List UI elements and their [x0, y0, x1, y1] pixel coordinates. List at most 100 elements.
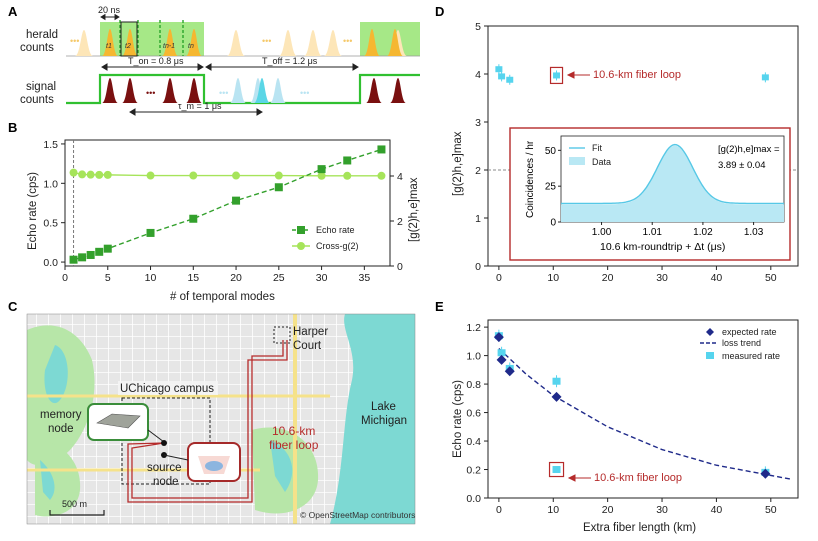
b-ytick-label-3: 1.5: [43, 139, 58, 151]
d-xtick-label-0: 0: [496, 272, 502, 284]
b-xtick-label-5: 25: [273, 272, 285, 284]
d-points: [495, 64, 769, 85]
b-xtick-label-6: 30: [316, 272, 328, 284]
memory-label-2: node: [48, 423, 74, 435]
tag-tn: tn: [188, 43, 194, 50]
panel-b-label: B: [8, 120, 17, 135]
signal-pulse-late-0: [366, 78, 382, 103]
b-echo-point-8: [274, 183, 283, 192]
e-legend-measured: measured rate: [722, 351, 780, 361]
b-g2-point-4: [103, 170, 112, 179]
tag-t2: t2: [125, 43, 131, 50]
tm-label: τ_m = 1 μs: [178, 101, 222, 111]
e-xtick-label-5: 50: [765, 504, 777, 516]
pond-west: [44, 345, 68, 404]
herald-pulse-0: [102, 29, 118, 56]
ton-arrow: [101, 63, 204, 71]
signal-pulse-0: [102, 78, 118, 103]
lake-michigan: [330, 314, 415, 524]
b-ytick-label-1: 0.5: [43, 218, 58, 230]
b-ytick-label-2: 1.0: [43, 178, 58, 190]
e-xtick-label-4: 40: [711, 504, 723, 516]
b-ylabel: Echo rate (cps): [27, 172, 39, 250]
herald-label-2: counts: [20, 42, 54, 54]
panel-c: C UChicago campus H: [8, 299, 416, 525]
e-legend-expected: expected rate: [722, 327, 777, 337]
d-ytick-label-3: 3: [475, 117, 481, 129]
lake-label-1: Lake: [371, 401, 396, 413]
spacing-arrow: [100, 13, 120, 21]
e-axes: [487, 319, 799, 499]
inset-ytick-label-1: 25: [545, 182, 557, 193]
osm-credit: © OpenStreetMap contributors: [300, 510, 415, 520]
b-ytick-label-0: 0.0: [43, 257, 58, 269]
scale-label: 500 m: [62, 499, 87, 509]
e-ytick-label-5: 1.0: [466, 351, 481, 363]
lagoon: [270, 440, 293, 492]
b-xtick-label-7: 35: [358, 272, 370, 284]
e-expected-point-3: [551, 391, 562, 402]
harper-label-2: Court: [293, 340, 322, 352]
tm-arrow: [129, 108, 263, 116]
e-xtick-label-3: 30: [656, 504, 668, 516]
inset-ytick-label-0: 0: [550, 218, 556, 229]
e-ytick-label-2: 0.4: [466, 436, 481, 448]
b-echo-point-3: [95, 247, 104, 256]
e-ylabel: Echo rate (cps): [452, 380, 464, 458]
b-ylabel-right: [g(2)h,e]max: [408, 177, 420, 242]
b-g2-point-11: [377, 171, 386, 180]
map-border: [26, 313, 416, 525]
e-ytick-label-1: 0.2: [466, 465, 481, 477]
herald-pulse-faint-1: [227, 30, 245, 56]
map: [27, 314, 415, 524]
e-ticks: 0 10 20 30 40 50 0.0 0.2 0.4 0.6 0.8 1.0 1.2: [466, 322, 776, 516]
campus-label: UChicago campus: [120, 383, 214, 395]
e-ytick-label-4: 0.8: [466, 379, 481, 391]
signal-ellipsis-2: •••: [219, 88, 228, 98]
b-echo-point-10: [343, 156, 352, 165]
memory-node-dot: [161, 440, 167, 446]
signal-pulse-faint-2: [270, 78, 286, 103]
d-inset-legend: Fit Data: [569, 143, 611, 167]
harper-court-marker: [273, 326, 291, 344]
b-g2-point-10: [343, 171, 352, 180]
toff-arrow: [205, 63, 359, 71]
d-ytick-label-2: 2: [475, 165, 481, 177]
fiber-loop: [127, 340, 288, 503]
b-g2-point-2: [86, 170, 95, 179]
fiber-label-1: 10.6-km: [272, 424, 315, 438]
b-g2-point-3: [95, 170, 104, 179]
source-pointer: [163, 454, 189, 461]
b-echo-point-4: [103, 244, 112, 253]
d-xtick-label-1: 10: [547, 272, 559, 284]
signal-ellipsis-1: •••: [146, 88, 155, 98]
b-echo-point-11: [377, 145, 386, 154]
tag-t1: t1: [106, 43, 112, 50]
herald-pulse-5: [387, 29, 403, 56]
herald-pulses: [75, 29, 407, 56]
signal-pulse-1: [122, 78, 138, 103]
herald-ellipsis-3: •••: [343, 36, 352, 46]
e-xlabel: Extra fiber length (km): [583, 522, 696, 534]
tag-tn-1: tn-1: [163, 43, 175, 50]
panel-b: B 0 5 10 15 20 25 30 35 0.0 0.5 1.0 1.5 0 2 4 Echo rat…: [8, 120, 420, 303]
e-annotation-arrow: [567, 474, 591, 482]
herald-pulse-faint-2: [279, 30, 297, 56]
herald-pulse-4: [364, 29, 380, 56]
panel-e: E 0 10 20 30 40 50 0.0 0.2 0.4 0.6 0.8 1.0 1.2 Echo …: [435, 299, 799, 534]
e-fiber-loop-point: [552, 466, 561, 474]
b-g2-point-6: [189, 171, 198, 180]
b-xtick-label-3: 15: [187, 272, 199, 284]
spacing-label: 20 ns: [98, 5, 121, 15]
d-fiber-loop-box: [549, 66, 564, 85]
d-ytick-label-4: 4: [475, 69, 481, 81]
panel-c-label: C: [8, 299, 18, 314]
e-expected-point-4: [760, 468, 771, 479]
panel-a: A herald counts signal counts 20 ns ••• …: [8, 4, 420, 116]
herald-window-1: [100, 22, 204, 56]
panel-d: D 0 10 20 30 40 50 0 1 2 3 4 5 [g(2)h,e]max 10.6-km…: [435, 4, 799, 284]
b-g2-point-9: [317, 171, 326, 180]
b-echo-point-2: [86, 250, 95, 259]
b-g2-point-0: [69, 168, 78, 177]
lake-label-2: Michigan: [361, 415, 407, 427]
